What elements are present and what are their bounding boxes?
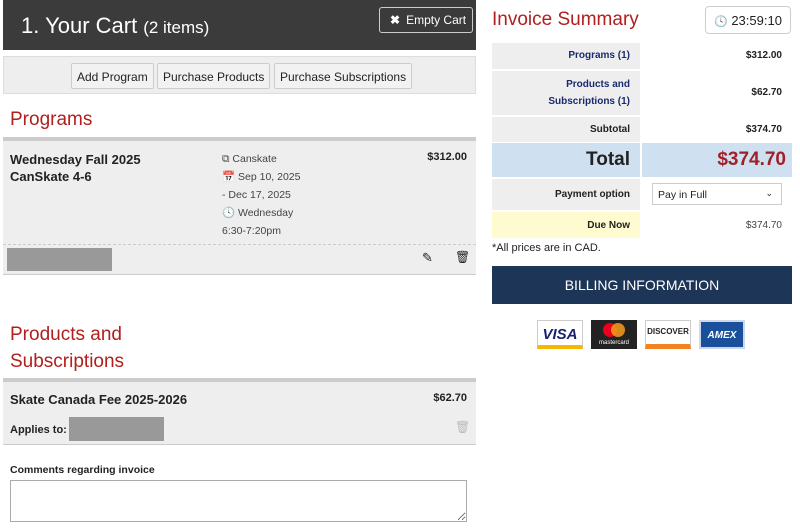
- payment-label: Payment option: [492, 179, 640, 210]
- billing-information-button[interactable]: BILLING INFORMATION: [492, 266, 792, 304]
- purchase-subscriptions-button[interactable]: Purchase Subscriptions: [274, 63, 413, 89]
- products-heading-1: Products and: [10, 324, 122, 345]
- visa-logo: VISA: [537, 320, 583, 349]
- close-icon: ✖: [390, 13, 401, 27]
- cart-title-text: 1. Your Cart: [21, 13, 138, 38]
- due-value: $374.70: [745, 220, 782, 231]
- program-category: Canskate: [232, 153, 277, 165]
- program-time: 6:30-7:20pm: [222, 225, 281, 237]
- total-label: Total: [492, 143, 640, 177]
- products-heading: Products and Subscriptions: [10, 321, 124, 375]
- clock-icon: 🕓: [714, 16, 728, 28]
- redacted-applies-to: [69, 417, 164, 441]
- applies-to-label: Applies to:: [10, 424, 67, 436]
- redacted-participant: [7, 248, 112, 271]
- program-price: $312.00: [427, 151, 467, 163]
- comments-label: Comments regarding invoice: [10, 464, 155, 476]
- discover-logo: DISCOVER: [645, 320, 691, 349]
- mastercard-text: mastercard: [598, 340, 629, 346]
- products-link-2: Subscriptions (1): [548, 96, 630, 107]
- program-name: Wednesday Fall 2025 CanSkate 4-6: [10, 151, 141, 185]
- cart-actions: Add Program Purchase Products Purchase S…: [3, 56, 476, 94]
- clock-icon: 🕓: [222, 207, 236, 219]
- empty-cart-button[interactable]: ✖ Empty Cart: [379, 7, 473, 33]
- mastercard-logo: mastercard: [591, 320, 637, 349]
- due-label: Due Now: [492, 212, 640, 238]
- products-link[interactable]: Products and Subscriptions (1): [492, 71, 640, 115]
- products-link-1: Products and: [566, 79, 630, 90]
- trash-icon: 🗑: [455, 420, 471, 434]
- payment-option-select[interactable]: Pay in Full ⌄: [652, 183, 782, 205]
- divider: [3, 244, 476, 245]
- summary-due-row: Due Now $374.70: [492, 212, 792, 238]
- products-heading-2: Subscriptions: [10, 351, 125, 372]
- subtotal-value: $374.70: [745, 124, 782, 135]
- empty-cart-label: Empty Cart: [406, 13, 467, 27]
- total-value: $374.70: [642, 143, 792, 177]
- product-name: Skate Canada Fee 2025-2026: [10, 392, 188, 407]
- programs-value: $312.00: [745, 50, 782, 61]
- cart-header: 1. Your Cart (2 items) ✖ Empty Cart: [3, 0, 476, 50]
- summary-total-row: Total $374.70: [492, 143, 792, 177]
- program-date-end: - Dec 17, 2025: [222, 189, 291, 201]
- product-item: Skate Canada Fee 2025-2026 $62.70 Applie…: [3, 378, 476, 445]
- summary-products-row: Products and Subscriptions (1) $62.70: [492, 71, 792, 115]
- programs-link[interactable]: Programs (1): [492, 43, 640, 69]
- trash-icon[interactable]: 🗑: [455, 250, 471, 264]
- edit-pencil-icon[interactable]: ✎: [422, 250, 433, 265]
- program-name-1: Wednesday Fall 2025: [10, 152, 141, 167]
- product-price: $62.70: [433, 392, 467, 404]
- payment-value: Pay in Full: [658, 189, 708, 201]
- program-meta: ⧉ Canskate 📅 Sep 10, 2025 - Dec 17, 2025…: [222, 150, 300, 240]
- program-day: Wednesday: [238, 207, 294, 219]
- amex-logo: AMEX: [699, 320, 745, 349]
- programs-heading: Programs: [10, 109, 93, 130]
- program-date-start: Sep 10, 2025: [238, 171, 301, 183]
- chevron-down-icon: ⌄: [765, 188, 773, 198]
- comments-textarea[interactable]: [10, 480, 467, 522]
- cart-count: (2 items): [143, 18, 210, 37]
- subtotal-label: Subtotal: [492, 117, 640, 142]
- calendar-icon: 📅: [222, 171, 236, 183]
- session-timer: 🕓 23:59:10: [705, 6, 791, 34]
- currency-note: *All prices are in CAD.: [492, 242, 601, 254]
- program-name-2: CanSkate 4-6: [10, 169, 92, 184]
- add-program-button[interactable]: Add Program: [71, 63, 154, 89]
- summary-subtotal-row: Subtotal $374.70: [492, 117, 792, 142]
- summary-programs-row: Programs (1) $312.00: [492, 43, 792, 69]
- summary-payment-row: Payment option Pay in Full ⌄: [492, 179, 792, 210]
- products-value: $62.70: [751, 87, 782, 98]
- invoice-heading: Invoice Summary: [492, 9, 639, 30]
- category-icon: ⧉: [222, 153, 230, 165]
- purchase-products-button[interactable]: Purchase Products: [157, 63, 271, 89]
- program-item: Wednesday Fall 2025 CanSkate 4-6 ⧉ Canska…: [3, 137, 476, 275]
- cart-title: 1. Your Cart (2 items): [21, 13, 209, 39]
- timer-value: 23:59:10: [731, 13, 782, 28]
